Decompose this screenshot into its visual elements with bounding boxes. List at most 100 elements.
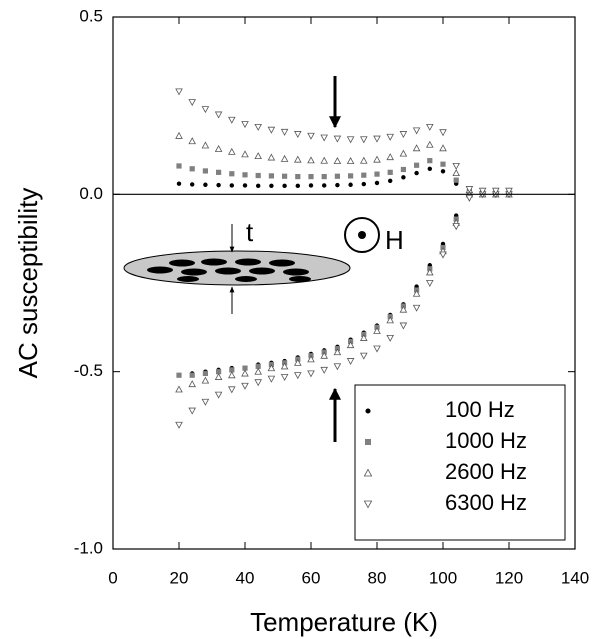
point bbox=[176, 163, 182, 169]
point bbox=[189, 372, 195, 378]
point bbox=[453, 177, 459, 183]
point bbox=[374, 171, 380, 177]
point bbox=[412, 304, 421, 312]
point bbox=[373, 345, 381, 353]
point bbox=[228, 116, 236, 124]
point bbox=[175, 385, 183, 393]
legend-label: 1000 Hz bbox=[445, 428, 527, 453]
point bbox=[414, 162, 420, 168]
point bbox=[426, 123, 434, 131]
point bbox=[426, 268, 434, 276]
point bbox=[373, 155, 381, 163]
point bbox=[282, 173, 288, 179]
x-tick-label: 0 bbox=[108, 568, 117, 587]
point bbox=[188, 137, 196, 145]
point bbox=[307, 132, 315, 140]
x-axis-label: Temperature (K) bbox=[250, 607, 438, 637]
point bbox=[188, 407, 196, 415]
point bbox=[439, 129, 447, 137]
point bbox=[400, 166, 406, 173]
point bbox=[414, 170, 419, 176]
y-tick-label: -0.5 bbox=[74, 361, 103, 380]
point bbox=[267, 375, 276, 383]
point bbox=[214, 144, 223, 152]
point bbox=[188, 99, 196, 107]
point bbox=[412, 127, 421, 135]
y-tick-label: -1.0 bbox=[74, 538, 103, 557]
point bbox=[241, 121, 249, 129]
point bbox=[439, 251, 447, 259]
point bbox=[426, 279, 434, 287]
point bbox=[229, 171, 235, 177]
point bbox=[295, 183, 301, 189]
x-tick-label: 120 bbox=[495, 568, 523, 587]
point bbox=[426, 140, 434, 148]
point bbox=[202, 370, 208, 377]
point bbox=[254, 152, 262, 160]
point bbox=[320, 156, 328, 164]
point bbox=[255, 172, 261, 179]
point bbox=[241, 150, 249, 158]
point bbox=[373, 326, 381, 334]
point bbox=[399, 322, 408, 330]
point bbox=[189, 166, 195, 172]
point bbox=[387, 169, 393, 175]
legend: 100 Hz 1000 Hz 2600 Hz 6300 Hz bbox=[354, 384, 566, 541]
annotation-t: t bbox=[246, 217, 254, 247]
point bbox=[175, 421, 183, 429]
legend-marker bbox=[365, 408, 371, 414]
point bbox=[228, 147, 236, 155]
point bbox=[216, 369, 222, 375]
point bbox=[241, 382, 249, 390]
point bbox=[348, 182, 353, 187]
point bbox=[399, 305, 408, 313]
point bbox=[334, 173, 340, 179]
plot-frame bbox=[112, 16, 576, 550]
point bbox=[201, 141, 210, 149]
point bbox=[439, 144, 447, 152]
point bbox=[361, 181, 367, 187]
point bbox=[267, 364, 276, 372]
point bbox=[465, 194, 474, 202]
point bbox=[280, 128, 289, 136]
y-tick-label: 0.5 bbox=[79, 6, 103, 25]
legend-marker bbox=[365, 439, 371, 445]
point bbox=[189, 182, 195, 187]
point bbox=[175, 131, 183, 139]
point bbox=[360, 352, 368, 360]
point bbox=[427, 166, 433, 172]
point bbox=[203, 182, 208, 187]
point bbox=[254, 123, 262, 131]
point bbox=[255, 363, 261, 369]
point bbox=[241, 369, 249, 377]
point bbox=[346, 136, 355, 144]
point bbox=[412, 144, 421, 152]
point bbox=[492, 187, 500, 195]
legend-box bbox=[354, 384, 566, 541]
point bbox=[176, 372, 182, 378]
point bbox=[320, 134, 328, 142]
point bbox=[176, 181, 182, 186]
point bbox=[401, 175, 406, 180]
point bbox=[505, 187, 513, 195]
point bbox=[386, 153, 394, 161]
x-tick-label: 20 bbox=[170, 568, 189, 587]
point bbox=[412, 289, 421, 297]
x-tick-label: 100 bbox=[429, 568, 457, 587]
point bbox=[295, 174, 301, 180]
x-tick-label: 40 bbox=[236, 568, 255, 587]
y-tick-label: 0.0 bbox=[79, 184, 103, 203]
point bbox=[294, 131, 302, 138]
point bbox=[280, 373, 289, 381]
point bbox=[335, 182, 340, 188]
x-tick-label: 140 bbox=[561, 568, 589, 587]
point bbox=[373, 135, 381, 143]
point bbox=[229, 367, 235, 373]
point bbox=[386, 316, 394, 324]
point bbox=[346, 157, 355, 164]
point bbox=[440, 169, 446, 174]
point bbox=[346, 341, 355, 349]
point bbox=[399, 149, 408, 157]
legend-label: 6300 Hz bbox=[445, 490, 527, 515]
